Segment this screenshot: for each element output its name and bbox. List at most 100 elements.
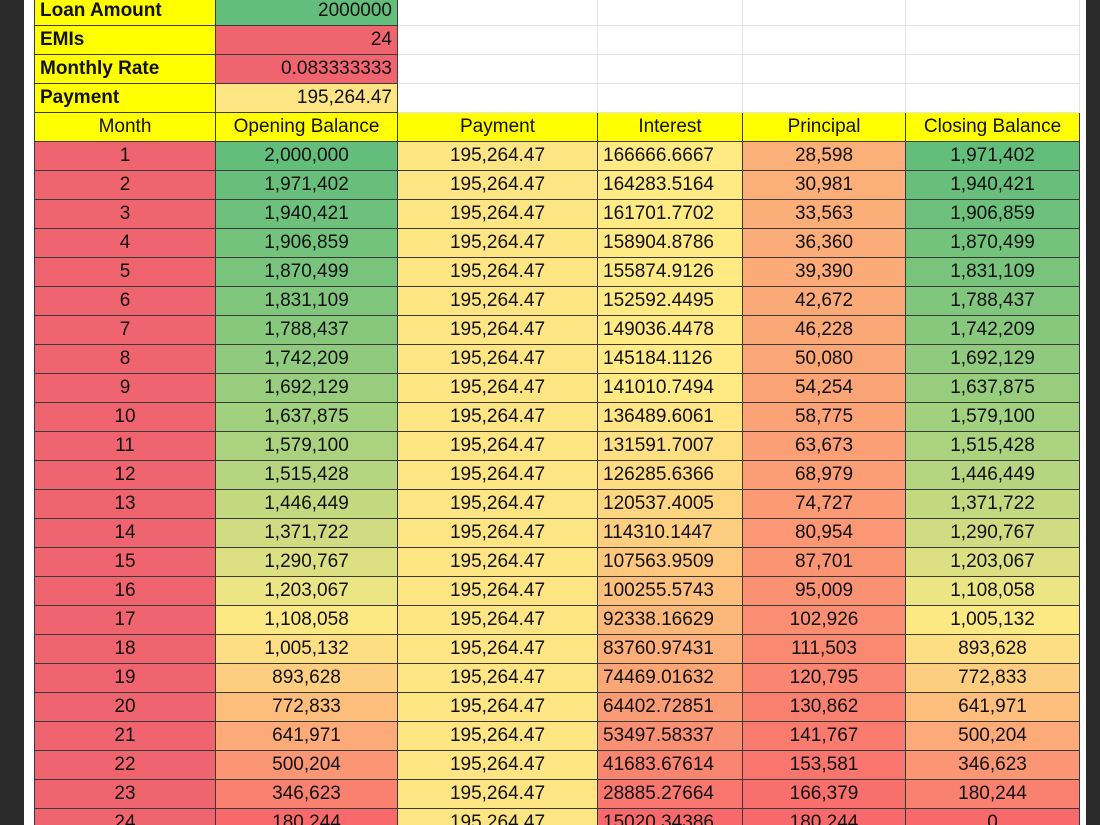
table-cell[interactable]: 195,264.47 bbox=[397, 170, 598, 200]
empty-cell[interactable] bbox=[742, 0, 906, 26]
table-cell[interactable]: 195,264.47 bbox=[397, 721, 598, 751]
table-cell[interactable]: 1,692,129 bbox=[905, 344, 1080, 374]
input-value-cell[interactable]: 2000000 bbox=[215, 0, 398, 26]
table-cell[interactable]: 1,515,428 bbox=[905, 431, 1080, 461]
table-cell[interactable]: 1,906,859 bbox=[905, 199, 1080, 229]
table-cell[interactable]: 92338.16629 bbox=[597, 605, 743, 635]
empty-cell[interactable] bbox=[905, 54, 1080, 84]
input-label-cell[interactable]: Loan Amount bbox=[34, 0, 216, 26]
table-cell[interactable]: 1,579,100 bbox=[215, 431, 398, 461]
empty-cell[interactable] bbox=[397, 54, 598, 84]
table-cell[interactable]: 195,264.47 bbox=[397, 634, 598, 664]
empty-cell[interactable] bbox=[905, 25, 1080, 55]
table-cell[interactable]: 195,264.47 bbox=[397, 344, 598, 374]
table-cell[interactable]: 114310.1447 bbox=[597, 518, 743, 548]
table-cell[interactable]: 195,264.47 bbox=[397, 518, 598, 548]
table-cell[interactable]: 500,204 bbox=[215, 750, 398, 780]
column-header-cell[interactable]: Principal bbox=[742, 112, 906, 142]
column-header-cell[interactable]: Month bbox=[34, 112, 216, 142]
table-cell[interactable]: 74469.01632 bbox=[597, 663, 743, 693]
table-cell[interactable]: 195,264.47 bbox=[397, 286, 598, 316]
table-cell[interactable]: 9 bbox=[34, 373, 216, 403]
table-cell[interactable]: 1,203,067 bbox=[215, 576, 398, 606]
table-cell[interactable]: 74,727 bbox=[742, 489, 906, 519]
empty-cell[interactable] bbox=[397, 0, 598, 26]
table-cell[interactable]: 158904.8786 bbox=[597, 228, 743, 258]
input-label-cell[interactable]: Payment bbox=[34, 83, 216, 113]
table-cell[interactable]: 16 bbox=[34, 576, 216, 606]
table-cell[interactable]: 1,971,402 bbox=[215, 170, 398, 200]
table-cell[interactable]: 145184.1126 bbox=[597, 344, 743, 374]
column-header-cell[interactable]: Opening Balance bbox=[215, 112, 398, 142]
table-cell[interactable]: 180,244 bbox=[905, 779, 1080, 809]
table-cell[interactable]: 772,833 bbox=[215, 692, 398, 722]
table-cell[interactable]: 161701.7702 bbox=[597, 199, 743, 229]
table-cell[interactable]: 14 bbox=[34, 518, 216, 548]
empty-cell[interactable] bbox=[905, 83, 1080, 113]
table-cell[interactable]: 2,000,000 bbox=[215, 141, 398, 171]
table-cell[interactable]: 1,290,767 bbox=[905, 518, 1080, 548]
table-cell[interactable]: 195,264.47 bbox=[397, 692, 598, 722]
table-cell[interactable]: 2 bbox=[34, 170, 216, 200]
table-cell[interactable]: 1,788,437 bbox=[905, 286, 1080, 316]
table-cell[interactable]: 1,692,129 bbox=[215, 373, 398, 403]
column-header-cell[interactable]: Interest bbox=[597, 112, 743, 142]
table-cell[interactable]: 195,264.47 bbox=[397, 663, 598, 693]
table-cell[interactable]: 36,360 bbox=[742, 228, 906, 258]
input-label-cell[interactable]: EMIs bbox=[34, 25, 216, 55]
table-cell[interactable]: 195,264.47 bbox=[397, 547, 598, 577]
table-cell[interactable]: 6 bbox=[34, 286, 216, 316]
table-cell[interactable]: 1,940,421 bbox=[905, 170, 1080, 200]
table-cell[interactable]: 68,979 bbox=[742, 460, 906, 490]
table-cell[interactable]: 126285.6366 bbox=[597, 460, 743, 490]
table-cell[interactable]: 346,623 bbox=[215, 779, 398, 809]
table-cell[interactable]: 120537.4005 bbox=[597, 489, 743, 519]
table-cell[interactable]: 18 bbox=[34, 634, 216, 664]
table-cell[interactable]: 195,264.47 bbox=[397, 257, 598, 287]
table-cell[interactable]: 111,503 bbox=[742, 634, 906, 664]
empty-cell[interactable] bbox=[742, 25, 906, 55]
empty-cell[interactable] bbox=[397, 83, 598, 113]
table-cell[interactable]: 195,264.47 bbox=[397, 141, 598, 171]
table-cell[interactable]: 166,379 bbox=[742, 779, 906, 809]
table-cell[interactable]: 893,628 bbox=[905, 634, 1080, 664]
empty-cell[interactable] bbox=[742, 83, 906, 113]
table-cell[interactable]: 641,971 bbox=[215, 721, 398, 751]
table-cell[interactable]: 164283.5164 bbox=[597, 170, 743, 200]
table-cell[interactable]: 1,831,109 bbox=[905, 257, 1080, 287]
table-cell[interactable]: 195,264.47 bbox=[397, 460, 598, 490]
table-cell[interactable]: 195,264.47 bbox=[397, 779, 598, 809]
empty-cell[interactable] bbox=[597, 25, 743, 55]
table-cell[interactable]: 120,795 bbox=[742, 663, 906, 693]
table-cell[interactable]: 195,264.47 bbox=[397, 315, 598, 345]
table-cell[interactable]: 195,264.47 bbox=[397, 402, 598, 432]
table-cell[interactable]: 95,009 bbox=[742, 576, 906, 606]
table-cell[interactable]: 1,870,499 bbox=[215, 257, 398, 287]
table-cell[interactable]: 141,767 bbox=[742, 721, 906, 751]
table-cell[interactable]: 1,446,449 bbox=[905, 460, 1080, 490]
table-cell[interactable]: 1,971,402 bbox=[905, 141, 1080, 171]
table-cell[interactable]: 195,264.47 bbox=[397, 373, 598, 403]
table-cell[interactable]: 58,775 bbox=[742, 402, 906, 432]
table-cell[interactable]: 100255.5743 bbox=[597, 576, 743, 606]
table-cell[interactable]: 20 bbox=[34, 692, 216, 722]
table-cell[interactable]: 149036.4478 bbox=[597, 315, 743, 345]
table-cell[interactable]: 155874.9126 bbox=[597, 257, 743, 287]
table-cell[interactable]: 180,244 bbox=[742, 808, 906, 825]
table-cell[interactable]: 500,204 bbox=[905, 721, 1080, 751]
table-cell[interactable]: 63,673 bbox=[742, 431, 906, 461]
table-cell[interactable]: 107563.9509 bbox=[597, 547, 743, 577]
table-cell[interactable]: 11 bbox=[34, 431, 216, 461]
table-cell[interactable]: 772,833 bbox=[905, 663, 1080, 693]
table-cell[interactable]: 1,371,722 bbox=[215, 518, 398, 548]
table-cell[interactable]: 7 bbox=[34, 315, 216, 345]
table-cell[interactable]: 641,971 bbox=[905, 692, 1080, 722]
table-cell[interactable]: 1,637,875 bbox=[905, 373, 1080, 403]
table-cell[interactable]: 24 bbox=[34, 808, 216, 825]
table-cell[interactable]: 152592.4495 bbox=[597, 286, 743, 316]
table-cell[interactable]: 13 bbox=[34, 489, 216, 519]
table-cell[interactable]: 195,264.47 bbox=[397, 605, 598, 635]
table-cell[interactable]: 1,788,437 bbox=[215, 315, 398, 345]
table-cell[interactable]: 53497.58337 bbox=[597, 721, 743, 751]
table-cell[interactable]: 1,371,722 bbox=[905, 489, 1080, 519]
